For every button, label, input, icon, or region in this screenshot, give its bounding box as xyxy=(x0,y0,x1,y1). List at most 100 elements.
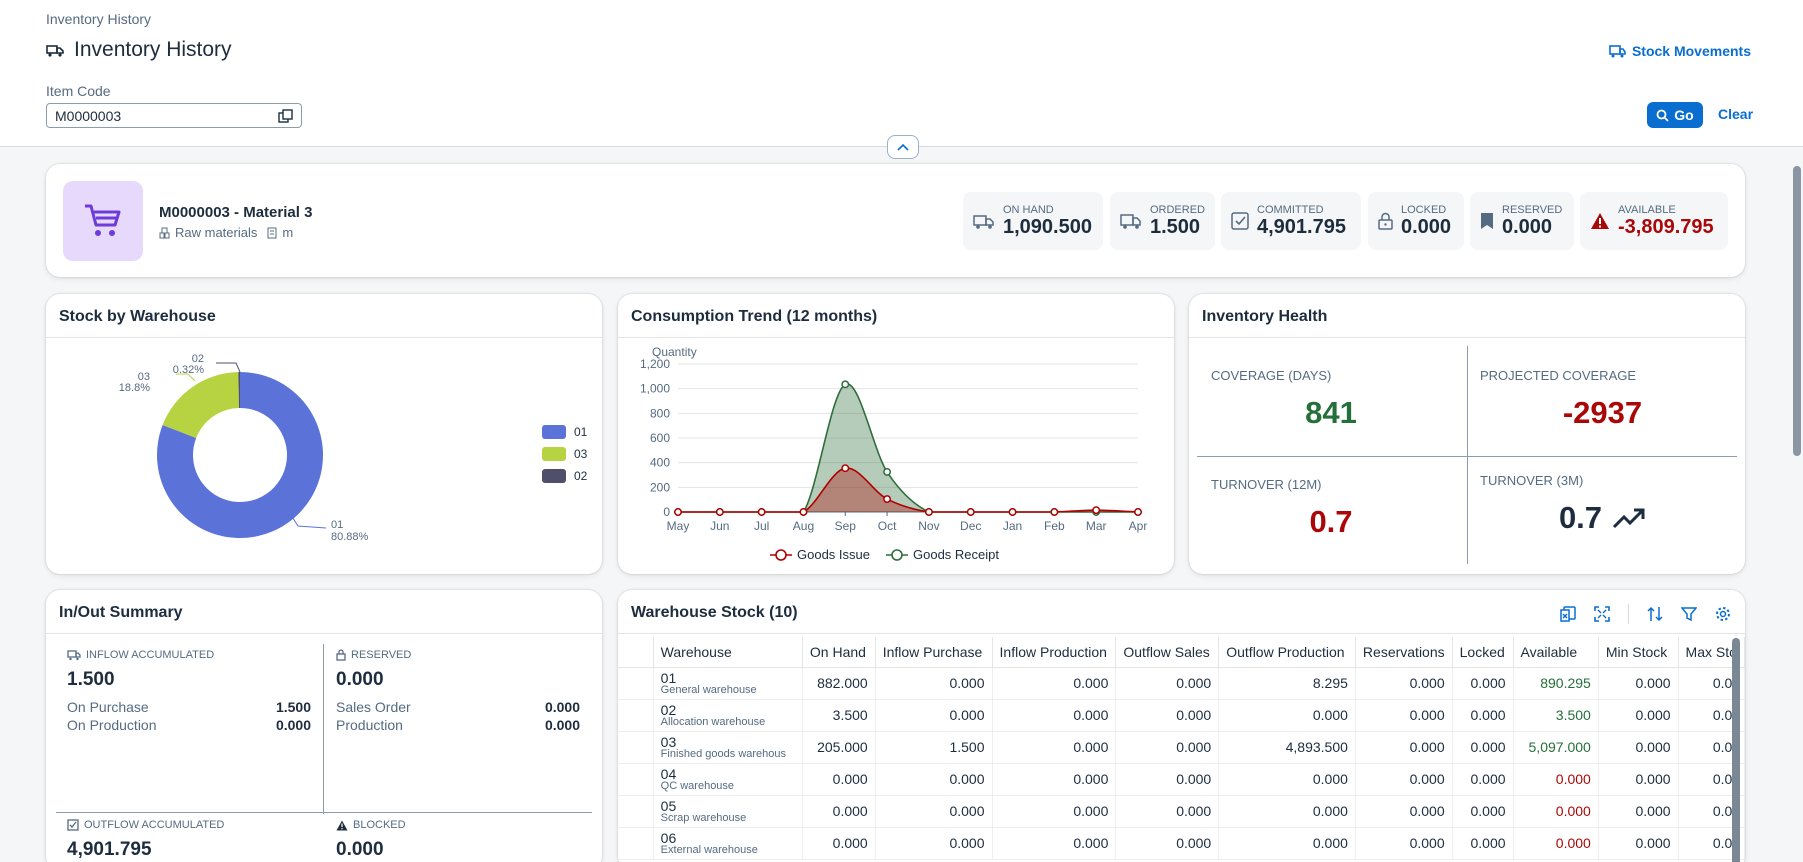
column-header[interactable]: Locked xyxy=(1452,637,1514,668)
table-cell: 0.000 xyxy=(992,827,1117,860)
clear-button[interactable]: Clear xyxy=(1718,106,1754,122)
data-point xyxy=(841,464,850,473)
stock-movements-link[interactable]: Stock Movements xyxy=(1609,43,1751,59)
column-header[interactable]: Reservations xyxy=(1355,637,1453,668)
collapse-header-button[interactable] xyxy=(887,135,919,159)
table-cell: 0.000 xyxy=(875,795,993,828)
kpi-available: AVAILABLE -3,809.795 xyxy=(1580,192,1728,250)
table-scrollbar[interactable] xyxy=(1732,638,1740,862)
table-cell: 0.000 xyxy=(1452,795,1514,828)
item-uom: m xyxy=(267,225,293,240)
column-header[interactable]: Inflow Production xyxy=(992,637,1117,668)
column-header[interactable]: Outflow Production xyxy=(1218,637,1356,668)
pie-slice-02 xyxy=(238,372,240,409)
in-out-summary-card: In/Out Summary INFLOW ACCUMULATED 1.500 … xyxy=(46,590,602,862)
table-row[interactable]: 01 General warehouse 882.000 0.000 0.000 0.00… xyxy=(618,667,1745,700)
table-row[interactable]: 05 Scrap warehouse 0.000 0.000 0.000 0.000 0.0… xyxy=(618,795,1745,828)
export-icon[interactable] xyxy=(1560,606,1576,622)
legend-swatch xyxy=(542,469,566,483)
inflow-label: INFLOW ACCUMULATED xyxy=(86,649,215,661)
warehouse-code: 02 xyxy=(660,701,677,718)
page-title: Inventory History xyxy=(46,38,232,62)
table-cell: 0.000 xyxy=(1218,763,1356,796)
stock-movements-label: Stock Movements xyxy=(1631,43,1751,59)
legend-label: 02 xyxy=(574,469,588,483)
table-cell: 0.000 xyxy=(875,763,993,796)
column-header[interactable]: Available xyxy=(1513,637,1599,668)
go-button[interactable]: Go xyxy=(1647,102,1703,128)
legend-marker xyxy=(891,549,903,561)
page-scrollbar[interactable] xyxy=(1793,166,1801,456)
x-tick-label: Nov xyxy=(918,519,939,533)
pie-slice-01 xyxy=(156,372,323,538)
outflow-accumulated: OUTFLOW ACCUMULATED 4,901.795 xyxy=(67,819,224,861)
data-point xyxy=(757,508,766,516)
toolbar-separator xyxy=(1628,604,1629,624)
column-header[interactable]: Warehouse xyxy=(653,637,803,668)
bookmark-icon xyxy=(1481,213,1493,229)
reserved-summary: RESERVED 0.000 Sales Order 0.000 Producti… xyxy=(336,649,580,733)
column-header[interactable]: On Hand xyxy=(802,637,876,668)
table-cell: 0.000 xyxy=(802,763,876,796)
row-selector[interactable] xyxy=(618,731,654,764)
legend-item-01[interactable]: 01 xyxy=(542,425,587,439)
kpi-label: LOCKED xyxy=(1401,203,1447,216)
table-cell: 0.000 xyxy=(1218,827,1356,860)
x-tick-label: Jan xyxy=(1003,519,1022,533)
data-point xyxy=(1134,508,1142,516)
inflow-accumulated: INFLOW ACCUMULATED 1.500 On Purchase 1.50… xyxy=(67,649,311,733)
turnover-12m: TURNOVER (12M) 0.7 xyxy=(1211,477,1451,540)
sort-icon[interactable] xyxy=(1647,606,1663,622)
table-cell: 0.000 xyxy=(1452,699,1514,732)
lock-icon xyxy=(1378,212,1393,230)
table-row[interactable]: 03 Finished goods warehous 205.000 1.500 0.0… xyxy=(618,731,1745,764)
data-point xyxy=(799,508,808,516)
row-selector[interactable] xyxy=(618,667,654,700)
settings-icon[interactable] xyxy=(1715,606,1731,622)
inflow-value: 1.500 xyxy=(67,669,115,690)
inflow-label-row: INFLOW ACCUMULATED xyxy=(67,649,311,661)
kpi-locked: LOCKED 0.000 xyxy=(1368,192,1464,250)
warehouse-code: 03 xyxy=(660,733,677,750)
table-cell: 0.000 xyxy=(1598,667,1679,700)
table-row[interactable]: 06 External warehouse 0.000 0.000 0.000 0.000… xyxy=(618,827,1745,860)
filter-icon[interactable] xyxy=(1681,606,1697,622)
table-cell: 0.000 xyxy=(1513,795,1599,828)
legend-item-02[interactable]: 02 xyxy=(542,469,587,483)
table-cell: 1.500 xyxy=(875,731,993,764)
row-selector[interactable] xyxy=(618,795,654,828)
column-header[interactable]: Outflow Sales xyxy=(1115,637,1220,668)
item-summary-card: M0000003 - Material 3 Raw materials m ON… xyxy=(46,164,1745,277)
leader-line-01 xyxy=(288,511,327,529)
coverage-value: 841 xyxy=(1305,395,1357,430)
x-tick-label: Apr xyxy=(1129,519,1148,533)
card-title: Stock by Warehouse xyxy=(46,294,602,338)
row-selector[interactable] xyxy=(618,699,654,732)
table-row[interactable]: 04 QC warehouse 0.000 0.000 0.000 0.000 0.000 0… xyxy=(618,763,1745,796)
turnover-3m-value: 0.7 xyxy=(1558,500,1603,535)
measure-icon xyxy=(267,227,277,238)
legend-label: Goods Receipt xyxy=(913,547,999,562)
production-value: 0.000 xyxy=(544,717,580,733)
lock-icon xyxy=(336,649,346,661)
table-cell: 0.000 xyxy=(1598,827,1679,860)
item-code-input[interactable]: M0000003 xyxy=(46,103,302,128)
x-tick-label: Feb xyxy=(1044,519,1065,533)
column-header[interactable]: Inflow Purchase xyxy=(875,637,993,668)
table-row[interactable]: 02 Allocation warehouse 3.500 0.000 0.000 0.0… xyxy=(618,699,1745,732)
y-axis-label: Quantity xyxy=(652,345,697,359)
legend-item-03[interactable]: 03 xyxy=(542,447,587,461)
row-selector[interactable] xyxy=(618,827,654,860)
outflow-label-row: OUTFLOW ACCUMULATED xyxy=(67,819,224,831)
kpi-committed: COMMITTED 4,901.795 xyxy=(1221,192,1361,250)
breadcrumb[interactable]: Inventory History xyxy=(46,11,152,27)
kpi-ordered: ORDERED 1.500 xyxy=(1110,192,1215,250)
fullscreen-icon[interactable] xyxy=(1594,606,1610,622)
kpi-label: RESERVED xyxy=(1502,203,1563,216)
row-selector[interactable] xyxy=(618,763,654,796)
on-production-value: 0.000 xyxy=(275,717,311,733)
value-help-icon[interactable] xyxy=(278,108,293,123)
sales-order-row: Sales Order 0.000 xyxy=(336,699,580,715)
table-cell: 0.000 xyxy=(992,699,1117,732)
column-header[interactable]: Min Stock xyxy=(1598,637,1679,668)
